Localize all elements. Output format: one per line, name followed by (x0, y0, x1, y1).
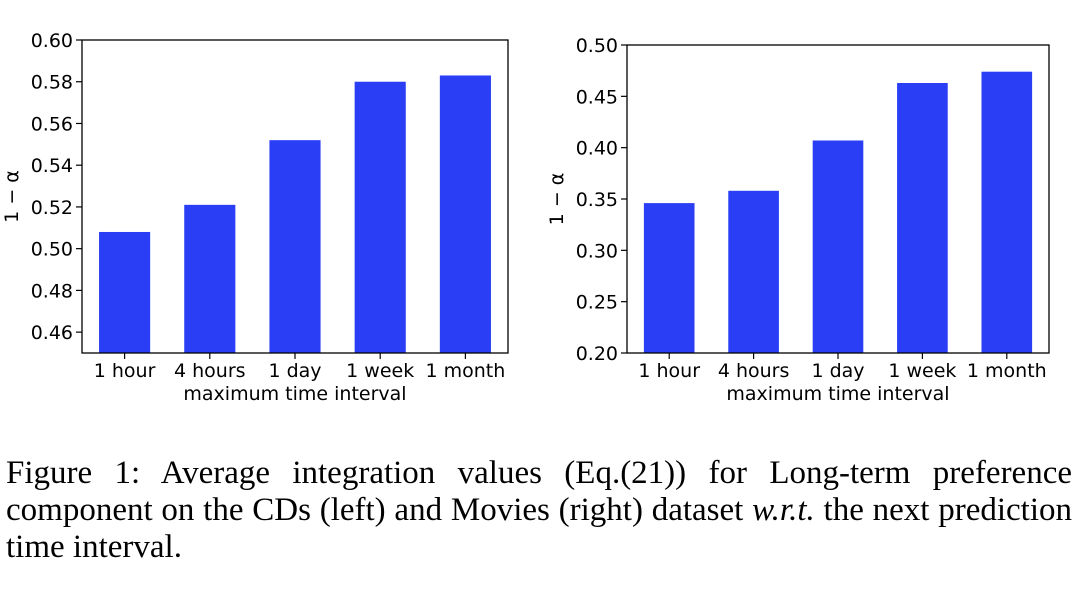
y-tick-label: 0.56 (31, 113, 73, 135)
bar-1-month (981, 71, 1033, 354)
y-tick-label: 0.30 (576, 240, 618, 262)
y-axis-title: 1 − α (1, 170, 23, 223)
y-tick-label: 0.50 (576, 35, 618, 57)
y-tick-label: 0.48 (31, 280, 73, 302)
y-tick-label: 0.40 (576, 138, 618, 160)
y-tick-label: 0.20 (576, 343, 618, 365)
caption-text-end: the next prediction time interval. (6, 492, 1072, 565)
y-tick-label: 0.54 (31, 155, 73, 177)
caption-wrt: w.r.t. (752, 492, 815, 528)
y-tick-label: 0.52 (31, 197, 73, 219)
x-tick-label: 1 day (268, 360, 321, 382)
y-tick-label: 0.58 (31, 72, 73, 94)
y-tick-label: 0.45 (576, 86, 618, 108)
x-tick-label: 4 hours (718, 360, 790, 382)
figure-caption: Figure 1: Average integration values (Eq… (6, 455, 1072, 566)
plot-frame (81, 39, 509, 354)
bar-1-hour (99, 231, 151, 353)
plot-frame (626, 44, 1050, 354)
chart-left-cds: 1 hour 4 hours 1 day 1 week 1 month 0.46 0.48 0… (1, 30, 509, 405)
x-axis-title: maximum time interval (183, 383, 406, 405)
y-tick-label: 0.25 (576, 292, 618, 314)
x-tick-label: 1 day (811, 360, 864, 382)
bar-1-week (354, 81, 406, 353)
figure-charts: 1 hour 4 hours 1 day 1 week 1 month 0.46 0.48 0… (1, 30, 1050, 405)
bar-1-week (897, 82, 948, 353)
bar-1-day (812, 140, 864, 353)
bar-4-hours (728, 190, 779, 353)
x-axis-title: maximum time interval (726, 383, 949, 405)
x-tick-label: 1 month (967, 360, 1047, 382)
y-tick-label: 0.35 (576, 189, 618, 211)
x-tick-label: 4 hours (174, 360, 246, 382)
x-tick-label: 1 week (888, 360, 956, 382)
y-tick-label: 0.60 (31, 30, 73, 52)
bar-1-day (269, 140, 321, 353)
x-tick-label: 1 hour (638, 360, 700, 382)
caption-text-start: Figure 1: Average integration values (Eq… (6, 455, 1072, 528)
y-tick-label: 0.46 (31, 322, 73, 344)
y-axis-title: 1 − α (546, 173, 568, 226)
bar-1-hour (643, 203, 695, 353)
bar-4-hours (184, 204, 236, 353)
y-tick-label: 0.50 (31, 239, 73, 261)
x-tick-label: 1 hour (94, 360, 156, 382)
bar-1-month (439, 75, 491, 354)
x-tick-label: 1 week (346, 360, 414, 382)
chart-right-movies: 1 hour 4 hours 1 day 1 week 1 month 0.20 0.25 0… (546, 35, 1050, 405)
x-tick-label: 1 month (426, 360, 506, 382)
